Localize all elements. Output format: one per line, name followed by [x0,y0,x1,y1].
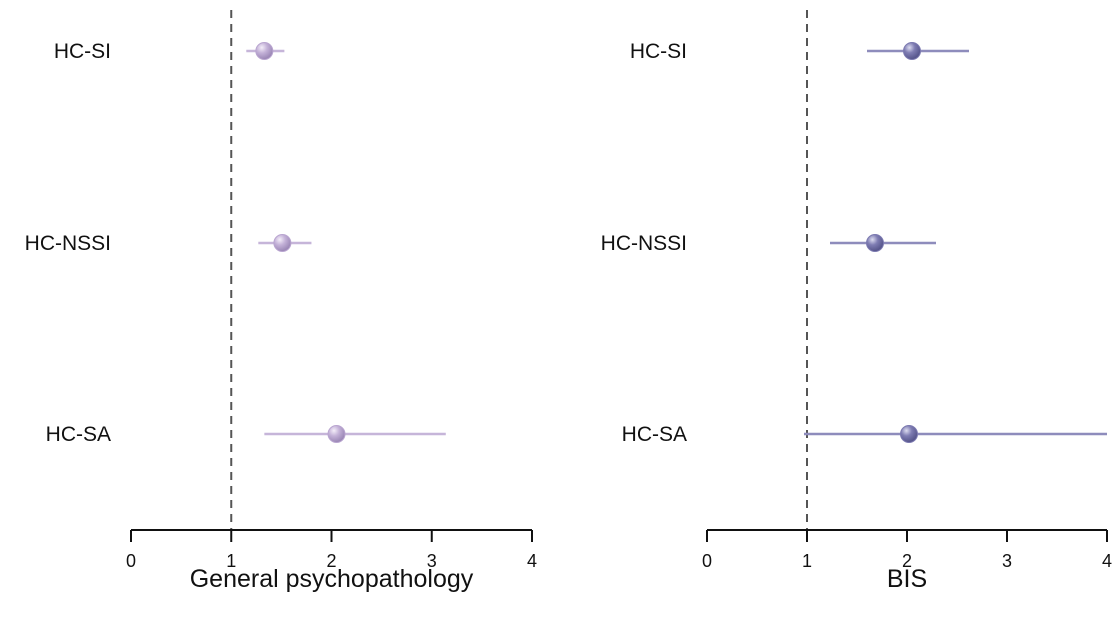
point-estimate [327,425,346,443]
point-estimate [866,234,884,252]
point-estimate [273,234,292,252]
forest-panel-1: 0 1 2 3 4 General psychopathology HC-SI HC-NSSI… [25,10,537,593]
point-estimate [900,425,918,443]
category-label: HC-SA [622,423,687,446]
category-label: HC-SI [630,40,687,63]
category-label: HC-NSSI [25,232,111,255]
forest-panel-2: 0 1 2 3 4 BIS HC-SI HC-NSSI HC-SA [601,10,1112,593]
x-axis-title: General psychopathology [190,565,474,593]
x-tick-label: 2 [902,551,912,571]
x-tick-label: 2 [326,551,336,571]
category-label: HC-NSSI [601,232,687,255]
x-tick-label: 3 [427,551,437,571]
x-tick-label: 0 [126,551,136,571]
point-estimate [903,42,921,60]
x-tick-label: 4 [527,551,537,571]
x-tick-label: 3 [1002,551,1012,571]
category-label: HC-SA [46,423,111,446]
x-tick-label: 1 [802,551,812,571]
category-label: HC-SI [54,40,111,63]
x-tick-label: 0 [702,551,712,571]
x-tick-label: 4 [1102,551,1112,571]
x-tick-label: 1 [226,551,236,571]
x-axis-title: BIS [887,565,927,593]
point-estimate [255,42,274,60]
